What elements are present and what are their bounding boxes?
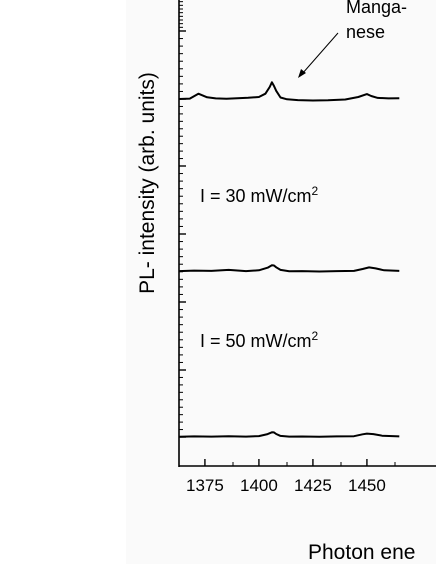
chart-background (126, 0, 436, 564)
manganese-arrow-line (301, 32, 339, 75)
annotation-intensity-30-text: I = 30 mW/cm (200, 186, 312, 206)
x-tick-label: 1425 (294, 476, 332, 495)
x-tick-label: 1375 (186, 476, 224, 495)
annotation-intensity-50: I = 50 mW/cm2 (200, 329, 319, 352)
spectrum-line-3 (178, 431, 400, 438)
manganese-arrow-head (298, 69, 306, 78)
y-axis-label: PL- intensity (arb. units) (136, 72, 159, 294)
x-axis-label: Photon ene (308, 541, 416, 564)
x-axis-tick-labels: 1375 1400 1425 1450 (186, 476, 386, 495)
annotation-intensity-30: I = 30 mW/cm2 (200, 184, 319, 207)
series-group (178, 81, 400, 438)
annotation-intensity-30-superscript: 2 (311, 184, 319, 198)
x-tick-label: 1450 (348, 476, 386, 495)
x-axis-ticks (178, 459, 396, 466)
annotation-intensity-50-superscript: 2 (311, 329, 319, 343)
spectrum-line-2 (178, 264, 400, 273)
annotation-intensity-50-text: I = 50 mW/cm (200, 331, 312, 351)
x-tick-label: 1400 (240, 476, 278, 495)
annotation-manganese-line1: Manga- (346, 0, 408, 17)
annotation-manganese-line2: nese (346, 22, 386, 42)
y-axis-ticks (179, 1, 186, 438)
spectrum-line-1 (178, 81, 400, 102)
